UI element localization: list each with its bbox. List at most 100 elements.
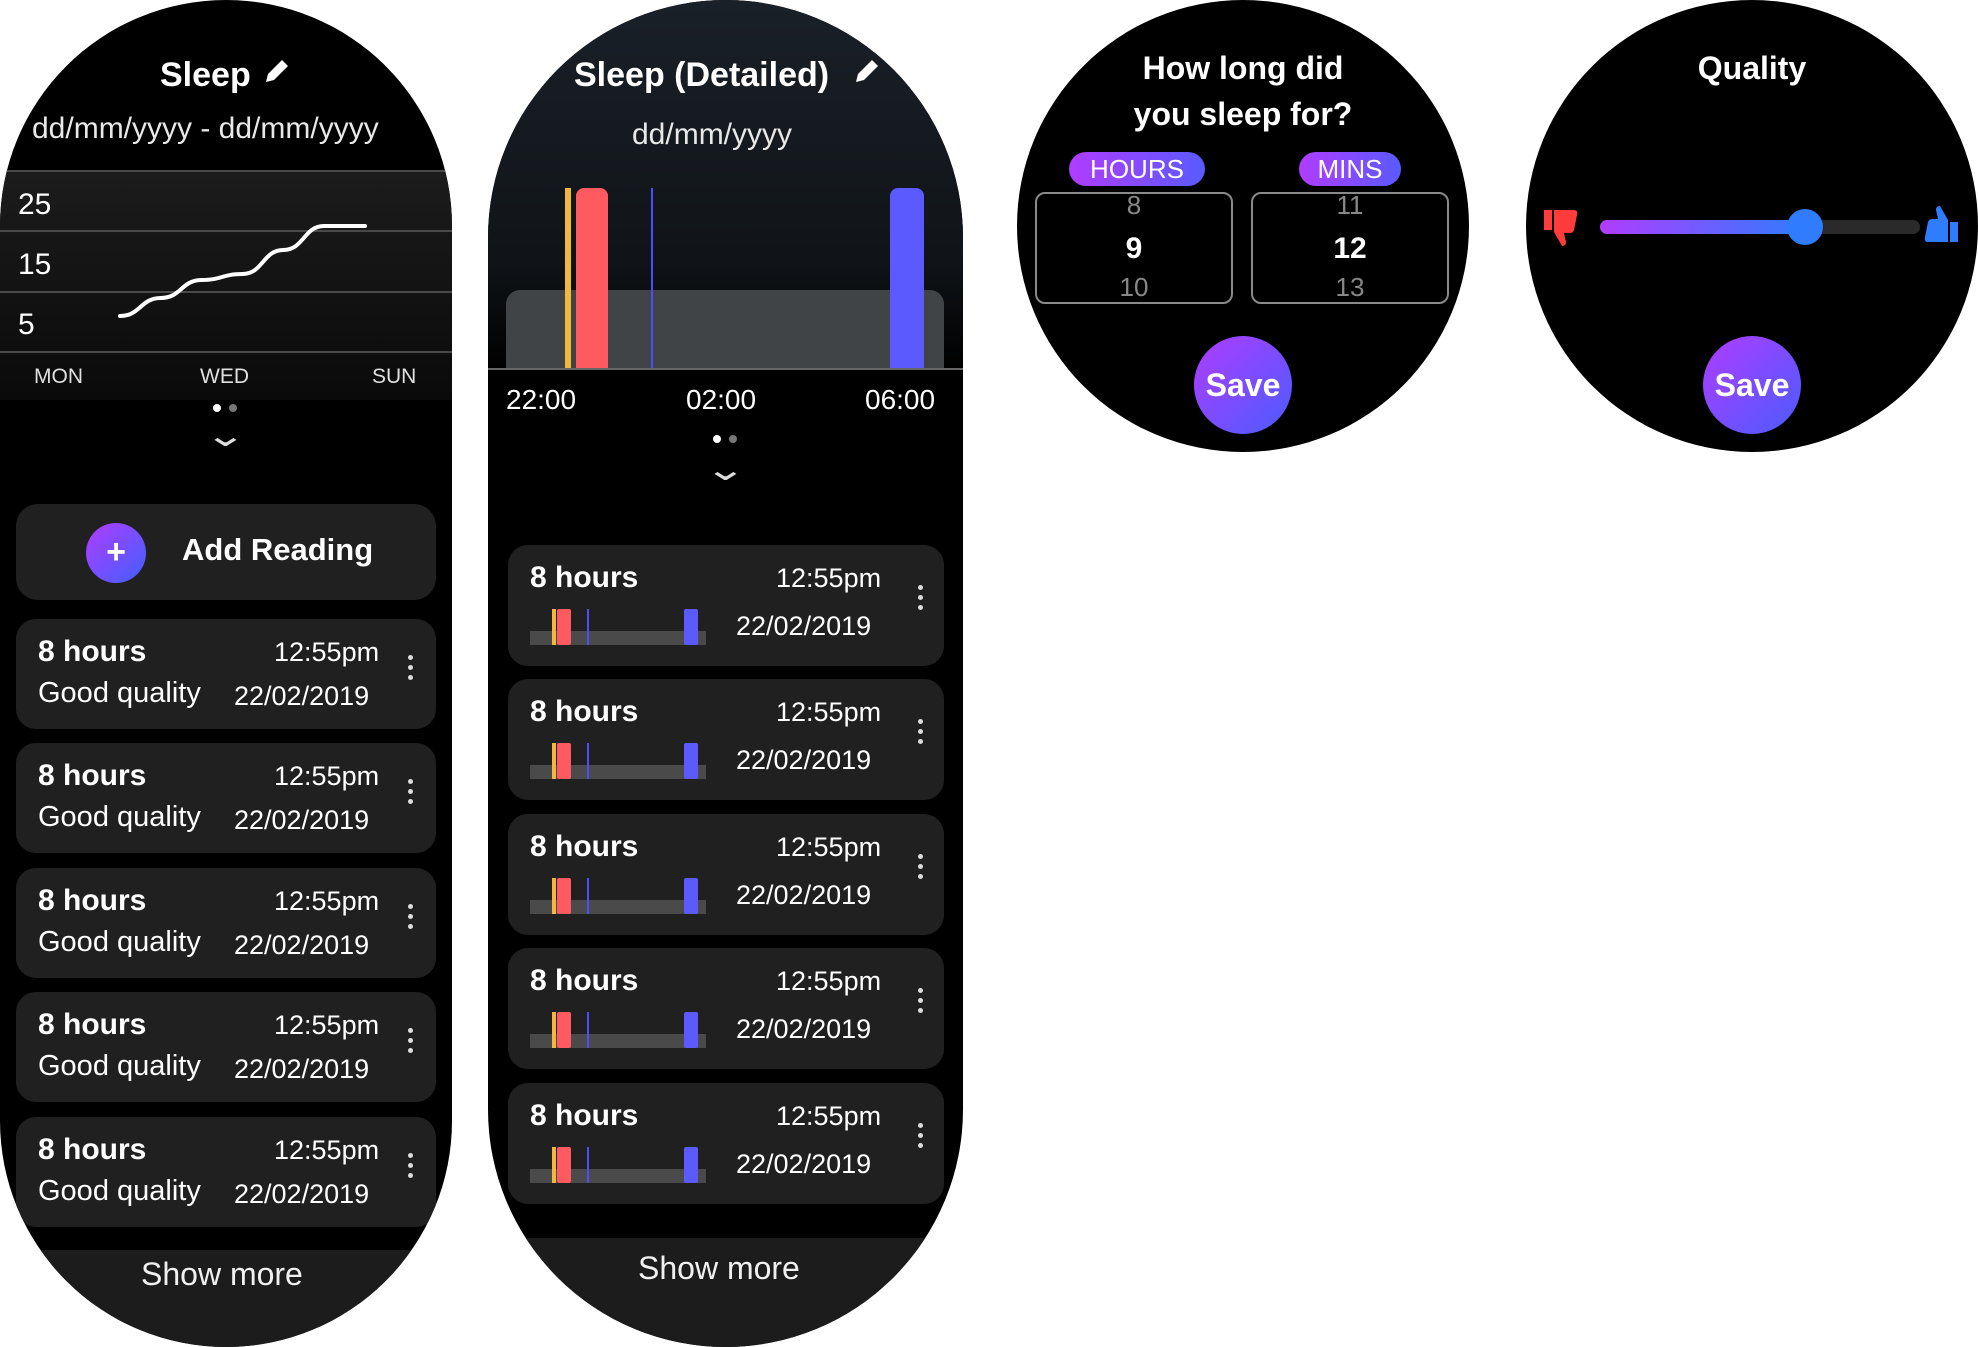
reading-time: 12:55pm xyxy=(274,886,380,916)
more-options-icon[interactable] xyxy=(408,904,414,934)
sleep-chart xyxy=(0,170,452,400)
reading-time: 12:55pm xyxy=(274,637,380,667)
reading-time: 12:55pm xyxy=(776,832,882,862)
timeline-base xyxy=(530,631,706,645)
sleep-duration-screen: How long did you sleep for? HOURS MINS 8… xyxy=(1017,0,1469,452)
sleep-quality-screen: Quality Save xyxy=(1526,0,1978,452)
reading-time: 12:55pm xyxy=(776,697,882,727)
quality-slider-fill xyxy=(1600,220,1805,234)
show-more-bar[interactable] xyxy=(0,1250,452,1347)
more-options-icon[interactable] xyxy=(918,719,924,749)
picker-option[interactable]: 10 xyxy=(1119,272,1149,302)
reading-card[interactable]: 8 hours 12:55pm 22/02/2019 xyxy=(508,948,944,1069)
reading-time: 12:55pm xyxy=(274,761,380,791)
question-line-1: How long did xyxy=(1142,50,1344,86)
add-reading-label: Add Reading xyxy=(182,532,374,567)
reading-hours: 8 hours xyxy=(38,635,147,668)
reading-card[interactable]: 8 hours 12:55pm Good quality 22/02/2019 xyxy=(16,868,436,978)
more-options-icon[interactable] xyxy=(408,1153,414,1183)
rem-marker xyxy=(587,1012,589,1048)
timeline-axis xyxy=(488,368,963,370)
reading-card[interactable]: 8 hours 12:55pm 22/02/2019 xyxy=(508,1083,944,1204)
rem-marker xyxy=(587,878,589,914)
reading-quality: Good quality xyxy=(38,1175,201,1207)
picker-selected[interactable]: 12 xyxy=(1333,232,1367,265)
sleep-baseline-band xyxy=(506,290,944,370)
deep-sleep-segment xyxy=(890,188,924,370)
more-options-icon[interactable] xyxy=(918,1123,924,1153)
edit-icon[interactable] xyxy=(262,54,292,93)
reading-date: 22/02/2019 xyxy=(234,930,370,960)
awake-segment xyxy=(552,1147,556,1183)
mins-label: MINS xyxy=(1299,152,1401,186)
add-reading-button[interactable]: + Add Reading xyxy=(16,504,436,600)
reading-date: 22/02/2019 xyxy=(234,1054,370,1084)
more-options-icon[interactable] xyxy=(918,854,924,884)
mini-sleep-timeline xyxy=(530,878,706,914)
show-more-button[interactable]: Show more xyxy=(638,1250,800,1286)
reading-quality: Good quality xyxy=(38,926,201,958)
reading-hours: 8 hours xyxy=(38,1008,147,1041)
show-more-bar[interactable] xyxy=(488,1238,963,1347)
show-more-button[interactable]: Show more xyxy=(141,1256,303,1292)
light-sleep-segment xyxy=(557,1147,571,1183)
reading-card[interactable]: 8 hours 12:55pm Good quality 22/02/2019 xyxy=(16,1117,436,1227)
x-tick-label: 22:00 xyxy=(506,384,577,415)
reading-date: 22/02/2019 xyxy=(736,1014,872,1044)
reading-card[interactable]: 8 hours 12:55pm Good quality 22/02/2019 xyxy=(16,619,436,729)
more-options-icon[interactable] xyxy=(918,988,924,1018)
reading-time: 12:55pm xyxy=(776,966,882,996)
awake-segment xyxy=(565,188,571,370)
x-tick-label: SUN xyxy=(372,365,417,388)
reading-time: 12:55pm xyxy=(776,1101,882,1131)
reading-quality: Good quality xyxy=(38,677,201,709)
x-tick-label: 06:00 xyxy=(865,384,936,415)
date-label: dd/mm/yyyy xyxy=(632,118,793,151)
reading-card[interactable]: 8 hours 12:55pm 22/02/2019 xyxy=(508,814,944,935)
reading-hours: 8 hours xyxy=(530,561,639,594)
reading-card[interactable]: 8 hours 12:55pm Good quality 22/02/2019 xyxy=(16,992,436,1102)
reading-card[interactable]: 8 hours 12:55pm Good quality 22/02/2019 xyxy=(16,743,436,853)
sleep-line-series xyxy=(118,224,367,318)
page-title: Sleep (Detailed) xyxy=(574,56,830,94)
mini-sleep-timeline xyxy=(530,743,706,779)
reading-card[interactable]: 8 hours 12:55pm 22/02/2019 xyxy=(508,679,944,800)
y-tick-label: 25 xyxy=(18,188,52,221)
timeline-base xyxy=(530,900,706,914)
more-options-icon[interactable] xyxy=(408,655,414,685)
x-tick-label: WED xyxy=(200,365,249,388)
save-button[interactable]: Save xyxy=(1194,336,1292,434)
reading-card[interactable]: 8 hours 12:55pm 22/02/2019 xyxy=(508,545,944,666)
chevron-down-icon[interactable]: ⌄ xyxy=(203,417,247,453)
reading-time: 12:55pm xyxy=(274,1135,380,1165)
plus-icon: + xyxy=(86,523,146,583)
picker-option[interactable]: 11 xyxy=(1336,190,1364,220)
picker-option[interactable]: 13 xyxy=(1335,272,1365,302)
edit-icon[interactable] xyxy=(852,54,882,93)
light-sleep-segment xyxy=(557,1012,571,1048)
hours-label: HOURS xyxy=(1069,152,1205,186)
hours-picker[interactable]: 8 9 10 xyxy=(1035,190,1233,304)
gridline xyxy=(0,291,452,293)
y-tick-label: 15 xyxy=(18,248,52,281)
more-options-icon[interactable] xyxy=(408,1028,414,1058)
reading-quality: Good quality xyxy=(38,801,201,833)
picker-option[interactable]: 8 xyxy=(1126,190,1142,220)
chevron-down-icon[interactable]: ⌄ xyxy=(703,451,747,487)
mins-picker[interactable]: 11 12 13 xyxy=(1251,190,1449,304)
reading-hours: 8 hours xyxy=(38,759,147,792)
reading-time: 12:55pm xyxy=(274,1010,380,1040)
reading-date: 22/02/2019 xyxy=(736,1149,872,1179)
quality-slider-track[interactable] xyxy=(1600,209,1920,245)
reading-hours: 8 hours xyxy=(530,964,639,997)
reading-date: 22/02/2019 xyxy=(234,805,370,835)
picker-selected[interactable]: 9 xyxy=(1125,232,1143,265)
reading-date: 22/02/2019 xyxy=(736,880,872,910)
more-options-icon[interactable] xyxy=(408,779,414,809)
gridline xyxy=(0,170,452,172)
quality-slider-thumb[interactable] xyxy=(1786,209,1823,245)
light-sleep-segment xyxy=(557,609,571,645)
reading-quality: Good quality xyxy=(38,1050,201,1082)
more-options-icon[interactable] xyxy=(918,585,924,615)
save-button[interactable]: Save xyxy=(1703,336,1801,434)
